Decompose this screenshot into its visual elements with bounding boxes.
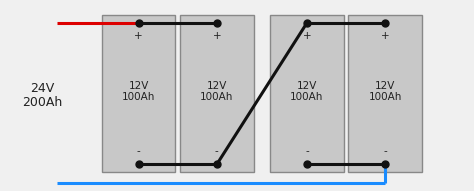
FancyBboxPatch shape xyxy=(270,15,344,172)
Text: 12V
100Ah: 12V 100Ah xyxy=(368,81,402,103)
Text: 12V
100Ah: 12V 100Ah xyxy=(200,81,234,103)
Text: 12V
100Ah: 12V 100Ah xyxy=(122,81,155,103)
Text: -: - xyxy=(137,146,140,156)
Text: -: - xyxy=(305,146,309,156)
Text: -: - xyxy=(383,146,387,156)
FancyBboxPatch shape xyxy=(180,15,254,172)
Text: +: + xyxy=(381,31,390,41)
Text: -: - xyxy=(215,146,219,156)
FancyBboxPatch shape xyxy=(102,15,175,172)
Text: 24V
200Ah: 24V 200Ah xyxy=(23,82,63,109)
Text: +: + xyxy=(212,31,221,41)
Text: +: + xyxy=(134,31,143,41)
FancyBboxPatch shape xyxy=(348,15,422,172)
Text: +: + xyxy=(302,31,311,41)
Text: 12V
100Ah: 12V 100Ah xyxy=(290,81,324,103)
